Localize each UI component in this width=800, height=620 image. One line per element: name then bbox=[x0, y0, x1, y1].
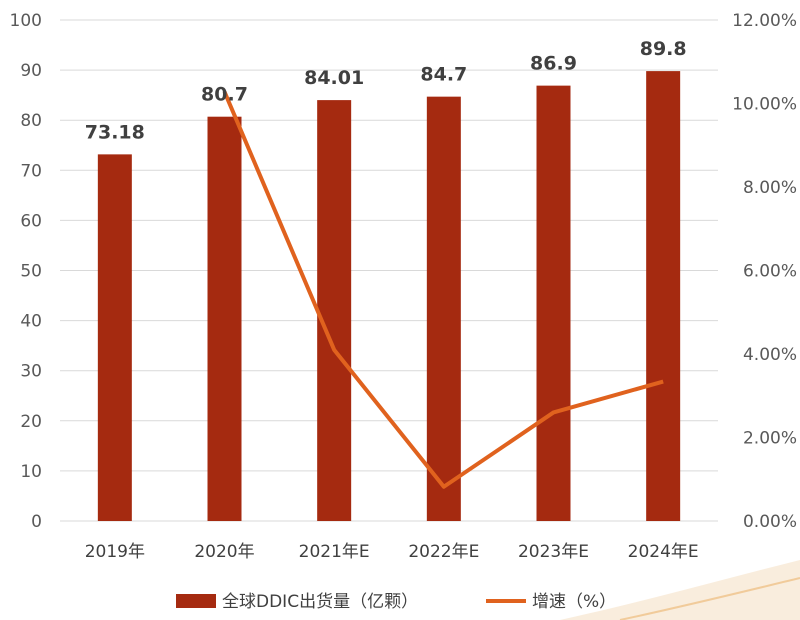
left-tick-label: 0 bbox=[31, 512, 42, 532]
growth-line bbox=[222, 91, 664, 489]
bar bbox=[317, 100, 352, 522]
bars bbox=[97, 71, 681, 522]
left-tick-label: 40 bbox=[20, 312, 42, 332]
right-tick-label: 0.00% bbox=[743, 512, 797, 532]
legend-bar-swatch bbox=[176, 594, 216, 608]
category-label: 2024年E bbox=[628, 542, 699, 562]
right-tick-label: 12.00% bbox=[732, 11, 797, 31]
left-tick-label: 50 bbox=[20, 262, 42, 282]
right-tick-label: 6.00% bbox=[743, 262, 797, 282]
right-axis-ticks: 0.00% 2.00% 4.00% 6.00% 8.00% 10.00% 12.00% bbox=[732, 11, 797, 532]
left-tick-label: 90 bbox=[20, 61, 42, 81]
bar bbox=[426, 96, 461, 521]
bar-data-label: 73.18 bbox=[85, 121, 145, 143]
legend: 全球DDIC出货量（亿颗） 增速（%） bbox=[176, 592, 616, 612]
bar bbox=[646, 71, 681, 522]
data-labels: 73.18 80.7 84.01 84.7 86.9 89.8 bbox=[85, 38, 687, 143]
bar-data-label: 84.7 bbox=[420, 64, 467, 86]
decorative-swoosh-2 bbox=[619, 577, 800, 620]
left-tick-label: 10 bbox=[20, 462, 42, 482]
category-label: 2019年 bbox=[85, 542, 145, 562]
legend-bar-label: 全球DDIC出货量（亿颗） bbox=[222, 592, 418, 612]
bar bbox=[97, 154, 132, 521]
bar-data-label: 89.8 bbox=[640, 38, 687, 60]
category-label: 2020年 bbox=[194, 542, 254, 562]
left-tick-label: 30 bbox=[20, 362, 42, 382]
left-tick-label: 80 bbox=[20, 111, 42, 131]
bar-data-label: 84.01 bbox=[304, 67, 364, 89]
left-axis-ticks: 0 10 20 30 40 50 60 70 80 90 100 bbox=[10, 11, 42, 532]
bar bbox=[536, 85, 571, 522]
bar-data-label: 80.7 bbox=[201, 84, 248, 106]
right-tick-label: 4.00% bbox=[743, 345, 797, 365]
right-tick-label: 2.00% bbox=[743, 429, 797, 449]
left-tick-label: 70 bbox=[20, 161, 42, 181]
left-tick-label: 60 bbox=[20, 211, 42, 231]
right-tick-label: 10.00% bbox=[732, 95, 797, 115]
bar bbox=[207, 116, 242, 522]
left-tick-label: 20 bbox=[20, 412, 42, 432]
bar-data-label: 86.9 bbox=[530, 53, 577, 75]
legend-line-label: 增速（%） bbox=[532, 592, 616, 612]
growth-series-line bbox=[222, 91, 664, 489]
category-label: 2022年E bbox=[408, 542, 479, 562]
gridlines bbox=[60, 19, 718, 522]
left-tick-label: 100 bbox=[10, 11, 42, 31]
category-labels: 2019年 2020年 2021年E 2022年E 2023年E 2024年E bbox=[85, 542, 699, 562]
category-label: 2023年E bbox=[518, 542, 589, 562]
right-tick-label: 8.00% bbox=[743, 178, 797, 198]
category-label: 2021年E bbox=[299, 542, 370, 562]
decorative-swoosh bbox=[560, 560, 800, 620]
